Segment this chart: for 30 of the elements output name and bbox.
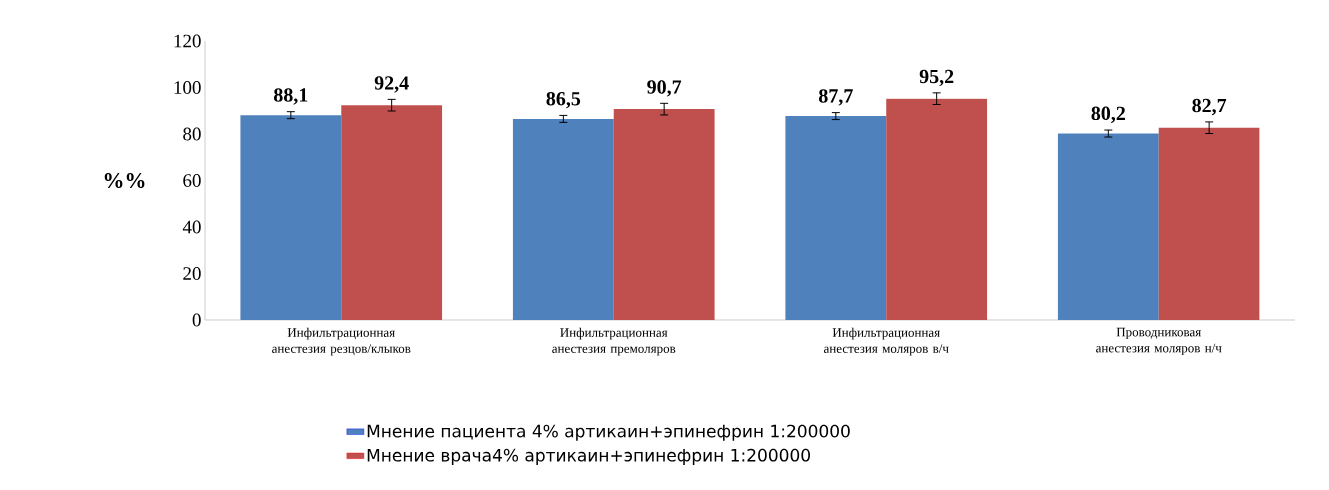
y-tick-label: 20: [183, 267, 201, 280]
data-label: 92,4: [374, 76, 409, 93]
bar: [341, 105, 443, 320]
data-label: 80,2: [1091, 106, 1125, 123]
legend-label: Мнение врача4% артикаин+эпинефрин 1:200000: [367, 448, 810, 465]
x-tick-label: Инфильтрационная анестезия резцов/клыков: [272, 327, 411, 356]
y-tick-label: 0: [192, 313, 201, 327]
data-label: 87,7: [818, 89, 853, 106]
data-label: 86,5: [546, 91, 581, 109]
bar: [1057, 133, 1159, 320]
data-label: 95,2: [919, 69, 954, 87]
legend-label: Мнение пациента 4% артикаин+эпинефрин 1:200000: [367, 424, 850, 441]
x-tick-label: Инфильтрационная анестезия моляров в/ч: [824, 327, 949, 356]
y-tick-label: 60: [183, 174, 201, 187]
data-label: 82,7: [1192, 98, 1227, 116]
y-tick-label: 80: [183, 127, 201, 141]
x-tick-label: Инфильтрационная анестезия премоляров: [552, 327, 676, 356]
bar: [886, 98, 988, 320]
bar: [240, 115, 342, 320]
data-label: 90,7: [647, 80, 682, 97]
bar: [512, 118, 614, 320]
y-tick-label: 100: [174, 81, 201, 94]
x-tick-label: Проводниковая анестезия моляров н/ч: [1096, 327, 1222, 356]
y-tick-label: 40: [182, 220, 201, 234]
y-axis-title: %%: [104, 173, 145, 188]
bar: [785, 116, 887, 320]
data-label: 88,1: [274, 88, 308, 105]
bar: [1158, 127, 1260, 320]
y-tick-label: 120: [174, 34, 201, 48]
bar: [613, 109, 715, 320]
